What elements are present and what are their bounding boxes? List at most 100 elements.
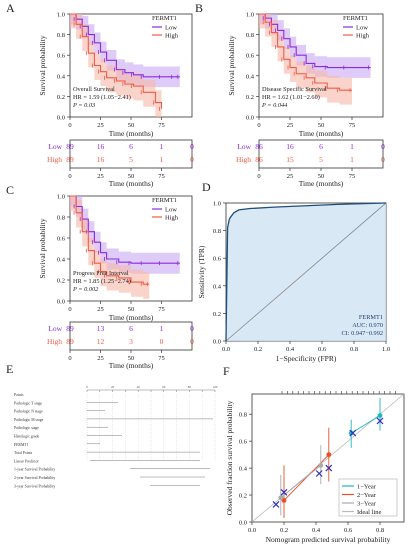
annotation-text: AUC: 0.970 xyxy=(352,322,383,329)
nomogram-row-label: Linear Predictor xyxy=(14,459,40,463)
risk-table-value: 89 xyxy=(66,324,74,333)
legend-label: 1−Year xyxy=(357,484,377,491)
risk-table-value: 86 xyxy=(255,155,263,164)
x-tick-label: 75 xyxy=(349,122,356,129)
panel-letter: C xyxy=(6,183,14,197)
nomogram-row-label: 3-year Survival Probability xyxy=(14,484,55,488)
y-tick-label: 0.8 xyxy=(57,32,65,39)
confidence-band xyxy=(70,14,180,88)
nomogram-row-label: 2-year Survival Probability xyxy=(14,476,55,480)
x-tick-label: 0.0 xyxy=(222,346,230,353)
risk-table-value: 16 xyxy=(97,142,105,151)
legend-title: FERMT1 xyxy=(152,197,177,204)
risk-table-value: 5 xyxy=(319,155,323,164)
x-tick-label: 75 xyxy=(158,306,165,313)
calibration-cross xyxy=(349,429,357,437)
legend-label: High xyxy=(356,33,370,40)
x-tick-label: 25 xyxy=(287,122,294,129)
survival-line-high xyxy=(70,13,163,109)
y-tick-label: 0.6 xyxy=(246,53,255,60)
y-tick-label: 0.6 xyxy=(57,236,66,243)
diagonal-reference xyxy=(225,202,387,342)
risk-table-value: 0 xyxy=(190,337,194,346)
y-tick-label: 0.6 xyxy=(239,439,248,446)
x-tick-label: 25 xyxy=(97,306,104,313)
risk-table-value: 3 xyxy=(129,337,133,346)
y-tick-label: 0.8 xyxy=(246,32,254,39)
confidence-band xyxy=(259,14,371,78)
y-tick-label: 0.0 xyxy=(57,115,65,122)
x-tick-label: 50 xyxy=(318,173,325,180)
risk-table-group: Low xyxy=(237,142,251,151)
risk-table-value: 15 xyxy=(286,155,294,164)
points-tick-label: 0 xyxy=(86,385,88,389)
nomogram-row-label: Histologic grade xyxy=(14,435,40,439)
calibration-point xyxy=(281,498,287,503)
x-tick-label: 50 xyxy=(318,122,325,129)
roc-curve xyxy=(225,202,387,342)
x-tick-label: 0.4 xyxy=(312,527,321,534)
x-tick-label: 0 xyxy=(257,122,260,129)
legend-label: High xyxy=(165,215,179,222)
risk-table-value: 89 xyxy=(66,142,74,151)
y-tick-label: 0.2 xyxy=(239,493,247,500)
risk-table-frame xyxy=(69,139,193,169)
calibration-cross xyxy=(376,417,384,425)
calibration-point xyxy=(318,463,324,468)
calibration-cross xyxy=(280,488,288,496)
panel-letter: D xyxy=(202,180,211,194)
risk-table-group: High xyxy=(236,155,251,164)
y-tick-label: 0.4 xyxy=(213,283,222,290)
confidence-band xyxy=(70,14,162,117)
risk-table-value: 12 xyxy=(97,337,105,346)
annotation-text: Disease Specific Survival xyxy=(262,86,327,93)
confidence-band xyxy=(70,196,150,299)
y-tick-label: 0.2 xyxy=(57,278,65,285)
annotation-text: P = 0.03 xyxy=(72,102,95,109)
y-tick-label: 0.2 xyxy=(57,94,65,101)
risk-table-value: 0 xyxy=(381,155,385,164)
x-tick-label: 75 xyxy=(349,173,356,180)
calibration-cross xyxy=(272,501,280,508)
legend-label: Low xyxy=(165,207,177,214)
risk-table-frame xyxy=(258,139,384,169)
nomogram-row-label: 1-year Survival Probability xyxy=(14,468,55,472)
x-tick-label: 0 xyxy=(257,173,260,180)
x-tick-label: 0.0 xyxy=(248,527,256,534)
legend-title: FERMT1 xyxy=(343,15,368,22)
points-tick-label: 80 xyxy=(188,385,192,389)
survival-line-high xyxy=(259,13,352,91)
risk-table-frame xyxy=(69,321,193,351)
y-axis-label: Survival probability xyxy=(38,218,47,278)
legend-label: Low xyxy=(165,25,177,32)
risk-table-value: 89 xyxy=(66,337,74,346)
calibration-line xyxy=(280,465,322,499)
x-tick-label: 75 xyxy=(158,173,165,180)
annotation-text: HR = 1.85 (1.25−2.74) xyxy=(73,278,131,285)
y-tick-label: 0.0 xyxy=(213,339,221,346)
x-axis-label: Nomogram predicted survival probability xyxy=(266,535,391,544)
y-tick-label: 0.0 xyxy=(239,520,247,527)
y-tick-label: 0.8 xyxy=(57,215,65,222)
y-tick-label: 0.4 xyxy=(239,466,248,473)
legend-label: 2−Year xyxy=(357,492,377,499)
risk-table-group: Low xyxy=(48,324,62,333)
y-tick-label: 0.0 xyxy=(57,299,65,306)
y-tick-label: 0.2 xyxy=(213,311,221,318)
panel-letter: E xyxy=(6,362,13,376)
x-tick-label: 1.0 xyxy=(382,346,390,353)
x-tick-label: 75 xyxy=(158,355,165,362)
legend-box xyxy=(338,478,398,517)
x-tick-label: 0 xyxy=(68,306,71,313)
risk-table-value: 6 xyxy=(129,324,133,333)
calibration-line xyxy=(350,415,381,434)
risk-table-value: 0 xyxy=(190,324,194,333)
y-tick-label: 0.2 xyxy=(246,94,254,101)
risk-table-value: 0 xyxy=(381,142,385,151)
y-tick-label: 0.8 xyxy=(239,412,247,419)
points-tick-label: 20 xyxy=(111,385,115,389)
x-tick-label: 0.8 xyxy=(350,346,358,353)
risk-table-value: 89 xyxy=(66,155,74,164)
y-tick-label: 0.8 xyxy=(213,228,221,235)
